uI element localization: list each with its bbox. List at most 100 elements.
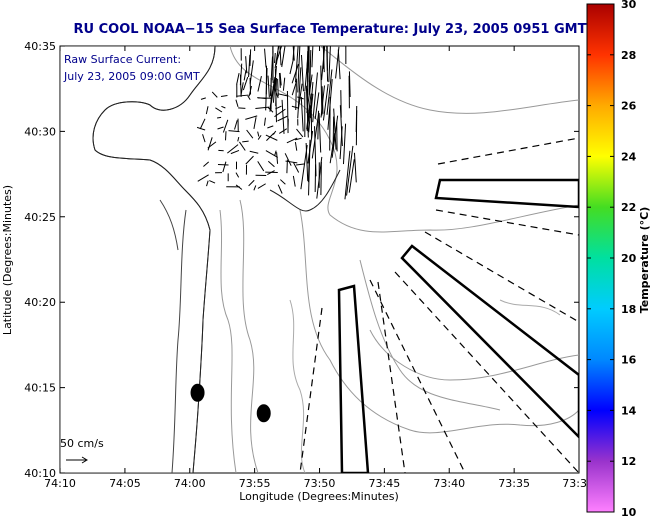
x-tick-label: 74:00 [174,477,206,490]
current-vector [257,134,262,140]
current-vector [249,49,252,66]
current-vector [295,78,297,111]
current-vector [272,130,277,135]
current-vector [305,142,309,181]
bathymetry-contour [369,329,579,381]
dashed-sector-lines [299,137,579,473]
x-tick-label: 73:3 [562,477,587,490]
current-vector [279,72,282,86]
x-tick-label: 74:10 [44,477,76,490]
current-vector [242,76,249,91]
current-vector [235,172,240,178]
current-vector [236,94,249,97]
colorbar [586,3,615,513]
current-vector [300,54,304,92]
current-vector [247,95,251,100]
current-vector [286,159,288,174]
current-vector [294,141,298,151]
current-vector [203,161,210,167]
current-vector [339,105,343,147]
current-vector [326,69,333,115]
current-vector [257,131,260,137]
chart-title: RU COOL NOAA−15 Sea Surface Temperature:… [74,22,587,37]
shoreline [92,46,216,473]
current-vector [222,161,227,173]
current-vector [200,97,206,100]
current-vector [269,56,273,96]
current-vector [265,134,278,141]
colorbar-tick-label: 28 [621,49,636,62]
current-vector [267,75,270,98]
y-tick-label: 40:25 [24,211,56,224]
current-vector [206,180,209,187]
current-vector [246,129,254,139]
current-vector [236,73,240,85]
bathymetry-contour [289,299,306,473]
colorbar-ticks: 10 12 14 16 18 20 22 24 26 28 30 [587,0,637,518]
current-vector [245,155,254,165]
current-vector [281,99,285,134]
current-vector [292,46,295,61]
current-vector [272,65,277,103]
colorbar-tick-label: 26 [621,100,637,113]
current-vector [321,86,324,114]
current-vector [274,52,276,64]
colorbar-tick-label: 18 [621,303,636,316]
x-tick-label: 73:55 [239,477,271,490]
current-vector [278,72,281,88]
bathymetry-contour [239,199,259,473]
current-vector [207,137,213,151]
current-vector [217,116,222,119]
y-axis: 40:35 40:30 40:25 40:20 40:15 40:10 [24,40,579,480]
radar-sector [434,178,579,209]
y-tick-label: 40:10 [24,467,56,480]
current-vector [269,76,276,110]
current-vector [243,70,247,81]
current-vector [255,106,270,110]
current-vector [202,134,206,143]
current-vector [294,137,302,141]
current-vector [309,50,312,94]
current-vector [274,108,286,118]
mooring-markers [190,383,271,423]
current-vector [276,46,283,62]
current-vector [249,60,254,84]
current-vector [318,113,322,153]
current-vector [257,183,266,189]
x-tick-label: 74:05 [109,477,141,490]
current-vector [284,153,292,166]
current-vector [230,149,240,155]
colorbar-tick-label: 14 [621,404,637,417]
current-vector [279,46,282,66]
mooring-marker [256,404,271,423]
current-vector [257,97,267,100]
current-vector [296,163,305,166]
current-vector [263,117,266,126]
current-vector [220,94,228,98]
current-vector [282,77,286,91]
map-layers [60,46,579,473]
current-vector [239,141,246,151]
current-vector [328,46,331,83]
current-vector [327,79,333,130]
current-vector [291,105,299,109]
current-vector [311,46,314,68]
current-vector [297,46,301,93]
bathymetry-contour [219,209,237,473]
current-vector [264,48,267,68]
current-vector [321,46,326,81]
current-vector [253,117,257,129]
current-vector [277,115,288,122]
mooring-marker [190,383,205,402]
current-vector [199,118,206,130]
current-vector [217,163,229,166]
current-vector [267,125,274,129]
y-tick-label: 40:30 [24,125,56,138]
current-vector [348,71,351,98]
x-axis-label: Longitude (Degrees:Minutes) [239,490,399,503]
current-vector [222,119,229,133]
y-tick-label: 40:20 [24,296,56,309]
current-annotation-line1: Raw Surface Current: [64,53,181,66]
current-vector [267,160,275,168]
